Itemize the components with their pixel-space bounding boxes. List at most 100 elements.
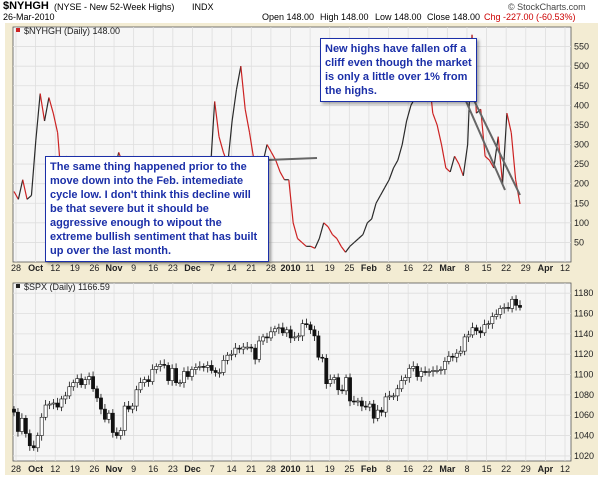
nyhgh-line-segment xyxy=(292,222,299,239)
spx-candle-body xyxy=(383,396,388,413)
bottom-x-tick-label: 22 xyxy=(423,464,433,474)
nyhgh-line-segment xyxy=(445,167,451,173)
exchange-label: INDX xyxy=(192,2,214,12)
top-x-tick-label: Mar xyxy=(439,263,456,273)
high-readout: High 148.00 xyxy=(320,12,369,22)
spx-candle-body xyxy=(20,417,24,432)
bottom-x-tick-label: Dec xyxy=(184,464,201,474)
spx-candle-body xyxy=(27,433,32,447)
nyhgh-line-segment xyxy=(214,101,220,137)
spx-candle-body xyxy=(403,377,408,381)
spx-candle-body xyxy=(292,336,297,339)
spx-candle-body xyxy=(486,323,491,326)
spx-candle-body xyxy=(146,379,151,382)
spx-legend: $SPX (Daily) 1166.59 xyxy=(24,282,110,292)
nyhgh-line-segment xyxy=(340,245,346,253)
spx-candle-body xyxy=(241,346,246,350)
top-y-tick-label: 150 xyxy=(574,198,589,208)
spx-candle-body xyxy=(391,395,396,398)
nyhgh-line-segment xyxy=(26,194,32,200)
open-readout: Open 148.00 xyxy=(262,12,315,22)
nyhgh-line-segment xyxy=(488,159,495,169)
nyhgh-line-segment xyxy=(392,159,399,169)
bottom-x-tick-label: 15 xyxy=(482,464,492,474)
bottom-x-tick-label: 7 xyxy=(210,464,215,474)
nyhgh-line-segment xyxy=(22,179,28,200)
spx-candle-body xyxy=(367,403,372,408)
bottom-x-tick-label: 11 xyxy=(305,464,314,474)
top-x-tick-label: 12 xyxy=(560,263,570,273)
spx-candle-body xyxy=(217,372,222,374)
spx-candle-body xyxy=(261,336,265,342)
nyhgh-line-segment xyxy=(39,93,46,122)
spx-candle-body xyxy=(280,327,285,334)
nyhgh-line-segment xyxy=(240,66,246,110)
bottom-y-tick-label: 1040 xyxy=(574,431,594,441)
nyhgh-line-segment xyxy=(349,241,355,247)
nyhgh-line-segment xyxy=(510,132,517,180)
spx-candle-body xyxy=(59,398,64,408)
spx-candle-body xyxy=(407,368,412,378)
spx-candle-body xyxy=(304,323,309,326)
spx-candle-body xyxy=(312,329,317,337)
bottom-x-tick-label: Apr xyxy=(538,464,554,474)
nyhgh-line-segment xyxy=(432,112,438,126)
spx-candle-body xyxy=(439,369,443,371)
top-x-tick-label: 7 xyxy=(210,263,215,273)
spx-candle-body xyxy=(118,430,123,436)
nyhgh-line-segment xyxy=(371,203,377,220)
spx-candle-body xyxy=(178,382,182,384)
spx-candle-body xyxy=(63,395,68,400)
spx-candle-body xyxy=(122,405,127,431)
top-x-tick-label: 11 xyxy=(305,263,314,273)
spx-candle-body xyxy=(458,350,463,354)
bottom-x-tick-label: Feb xyxy=(361,464,378,474)
nyhgh-line-segment xyxy=(358,234,364,239)
top-x-tick-label: 16 xyxy=(148,263,158,273)
spx-candle-body xyxy=(399,380,404,390)
spx-candle-body xyxy=(71,382,76,388)
spx-candle-body xyxy=(209,365,214,371)
nyhgh-line-segment xyxy=(231,89,238,122)
right-note-pointer xyxy=(461,91,506,191)
bottom-x-tick-label: 28 xyxy=(266,464,276,474)
spx-candle-body xyxy=(506,307,511,309)
top-x-tick-label: 25 xyxy=(344,263,354,273)
bottom-x-tick-label: 9 xyxy=(131,464,136,474)
bottom-y-tick-label: 1060 xyxy=(574,410,594,420)
top-x-tick-label: 28 xyxy=(266,263,276,273)
top-x-tick-label: 14 xyxy=(227,263,237,273)
bottom-x-tick-label: Mar xyxy=(439,464,456,474)
spx-candle-body xyxy=(269,331,273,339)
spx-candle-body xyxy=(249,346,254,349)
right-note-pointer-2 xyxy=(469,91,521,196)
nyhgh-line-segment xyxy=(248,132,255,161)
nyhgh-line-segment xyxy=(362,222,368,235)
top-x-tick-label: Dec xyxy=(184,263,201,273)
spx-legend-swatch xyxy=(16,284,20,288)
nyhgh-line-segment xyxy=(497,136,504,184)
left-annotation: The same thing happened prior to the mov… xyxy=(45,156,269,262)
top-x-tick-label: 19 xyxy=(70,263,80,273)
spx-candle-body xyxy=(47,403,52,406)
spx-candle-body xyxy=(415,366,420,377)
spx-candle-body xyxy=(186,371,190,377)
top-x-tick-label: 19 xyxy=(325,263,335,273)
spx-candle-body xyxy=(91,376,95,390)
spx-candle-body xyxy=(332,377,337,380)
top-y-tick-label: 50 xyxy=(574,237,584,247)
spx-candle-body xyxy=(170,368,175,381)
spx-candle-body xyxy=(142,379,147,383)
bottom-x-tick-label: 26 xyxy=(89,464,99,474)
right-annotation: New highs have fallen off a cliff even t… xyxy=(320,38,477,102)
nyhgh-line-segment xyxy=(388,167,395,180)
spx-candle-body xyxy=(296,335,301,338)
nyhgh-line-segment xyxy=(314,238,320,249)
close-readout: Close 148.00 xyxy=(427,12,481,22)
spx-candle-body xyxy=(344,377,348,392)
spx-candle-body xyxy=(75,378,80,383)
spx-candle-body xyxy=(51,402,56,405)
spx-candle-body xyxy=(245,346,250,349)
top-y-tick-label: 300 xyxy=(574,140,589,150)
